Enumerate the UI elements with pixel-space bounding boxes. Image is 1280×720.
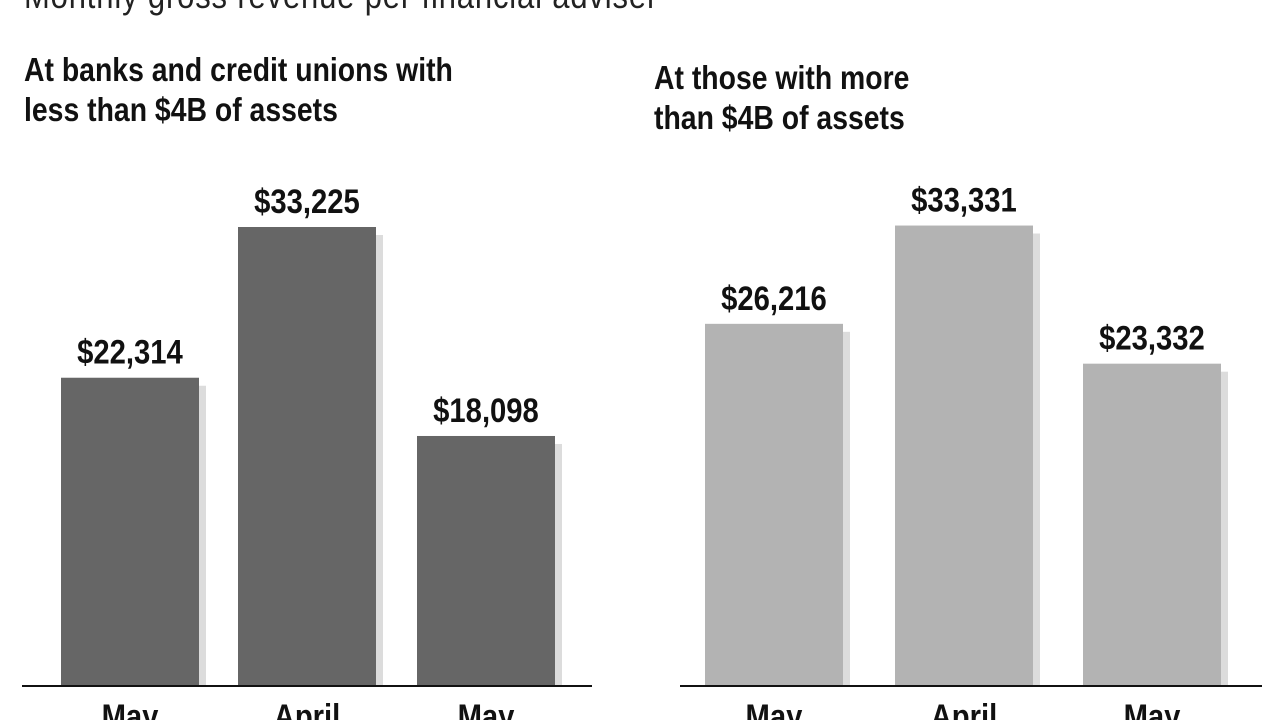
right-bar-2 xyxy=(1083,363,1221,686)
left-bar-shadow-0 xyxy=(199,385,206,686)
right-bar-1 xyxy=(895,225,1033,686)
right-chart-subtitle: At those with more than $4B of assets xyxy=(654,58,909,138)
left-category-label-0: May xyxy=(102,697,159,720)
right-bar-shadow-2 xyxy=(1221,371,1228,686)
right-bar-shadow-0 xyxy=(843,331,850,686)
right-value-label-2: $23,332 xyxy=(1099,319,1205,358)
left-bar-0 xyxy=(61,377,199,686)
left-chart-subtitle: At banks and credit unions with less tha… xyxy=(24,50,453,130)
left-bar-shadow-2 xyxy=(555,443,562,686)
left-bar-1 xyxy=(238,227,376,686)
right-category-label-2: May xyxy=(1124,697,1181,720)
left-value-label-0: $22,314 xyxy=(77,333,183,372)
left-subtitle-line-2: less than $4B of assets xyxy=(24,91,338,128)
right-subtitle-line-2: than $4B of assets xyxy=(654,99,905,136)
left-value-label-2: $18,098 xyxy=(433,391,539,430)
right-subtitle-line-1: At those with more xyxy=(654,59,910,96)
left-bar-shadow-1 xyxy=(376,235,383,686)
left-category-label-1: April xyxy=(274,697,341,720)
left-bar-2 xyxy=(417,435,555,686)
right-bar-0 xyxy=(705,323,843,686)
left-value-label-1: $33,225 xyxy=(254,182,360,221)
right-category-label-0: May xyxy=(746,697,803,720)
left-category-label-2: May xyxy=(458,697,515,720)
page-title: Monthly gross revenue per financial advi… xyxy=(24,0,658,16)
right-bar-shadow-1 xyxy=(1033,233,1040,686)
right-value-label-1: $33,331 xyxy=(911,180,1017,219)
right-value-label-0: $26,216 xyxy=(721,279,827,318)
left-subtitle-line-1: At banks and credit unions with xyxy=(24,51,453,88)
right-category-label-1: April xyxy=(931,697,998,720)
